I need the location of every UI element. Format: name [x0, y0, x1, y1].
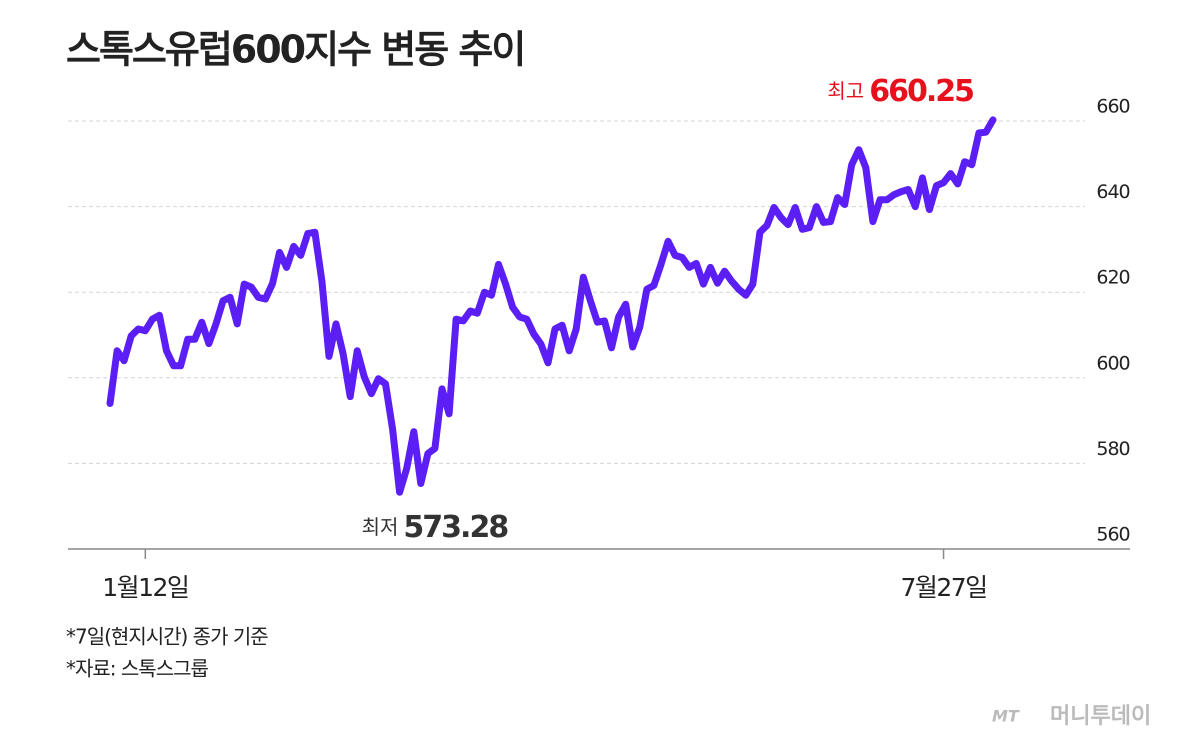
y-tick-label: 560	[1096, 524, 1129, 546]
y-tick-label: 580	[1096, 438, 1129, 460]
y-tick-label: 640	[1096, 181, 1129, 203]
y-tick-label: 600	[1096, 352, 1129, 374]
note: *자료: 스톡스그룹	[66, 657, 208, 681]
note: *7일(현지시간) 종가 기준	[66, 625, 268, 649]
line	[106, 116, 997, 496]
y-tick-label: 620	[1096, 267, 1129, 289]
y-tick-label: 660	[1096, 96, 1129, 118]
x-tick-label: 7월27일	[900, 573, 986, 602]
logo-mark: MT	[992, 707, 1020, 726]
annotation-label: 최고	[827, 78, 864, 102]
annotation-value: 573.28	[403, 510, 508, 545]
annotation: 최저 573.28	[362, 510, 509, 545]
annotation-label: 최저	[362, 515, 399, 539]
logo-name: 머니투데이	[1050, 704, 1151, 729]
annotation: 최고 660.25	[827, 73, 973, 108]
chart-title: 스톡스유럽600지수 변동 추이	[66, 28, 524, 72]
x-tick-label: 1월12일	[102, 573, 188, 602]
annotation-value: 660.25	[869, 73, 973, 108]
